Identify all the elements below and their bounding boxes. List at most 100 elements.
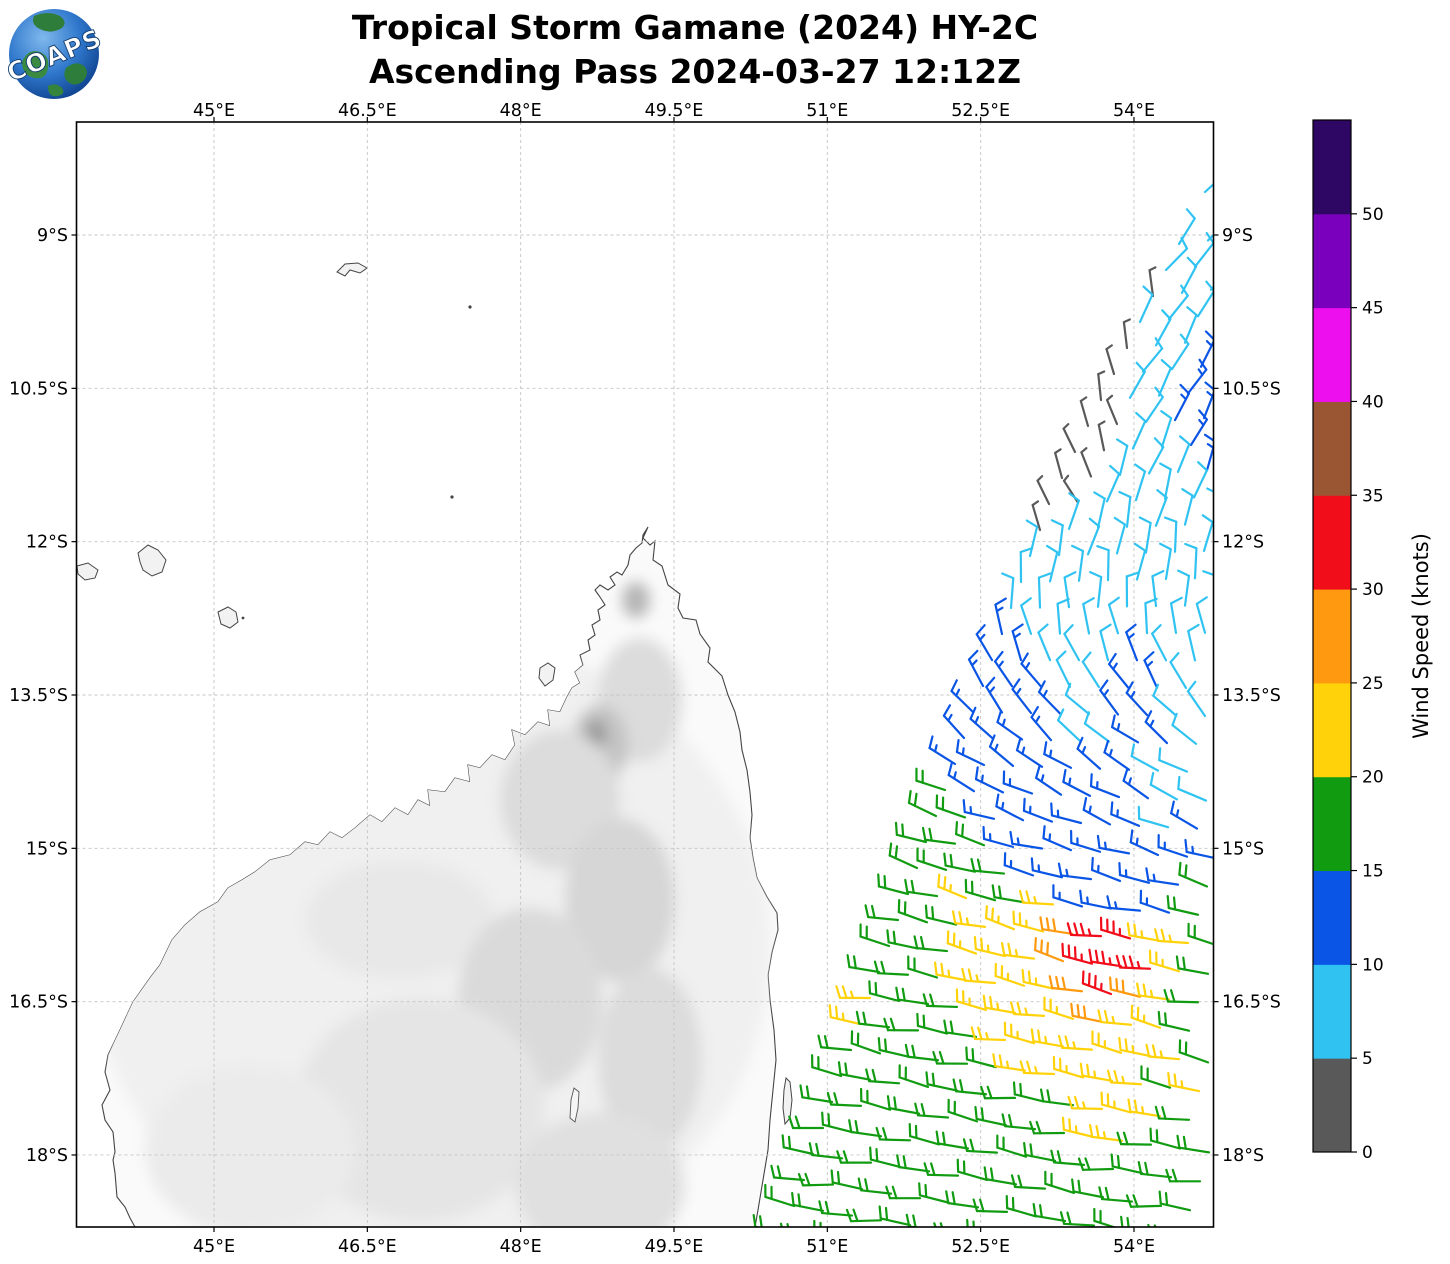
- barb-feather: [1127, 1098, 1132, 1113]
- barb-staff: [916, 947, 949, 953]
- wind-barb: [1165, 1168, 1202, 1183]
- barb-staff: [955, 1090, 988, 1096]
- barb-feather: [758, 1215, 763, 1227]
- barb-staff: [850, 1130, 883, 1138]
- wind-barb: [1147, 437, 1165, 475]
- wind-barb: [1044, 1170, 1076, 1195]
- barb-staff: [916, 1024, 949, 1035]
- barb-staff: [764, 1195, 796, 1208]
- barb-feather: [1135, 411, 1147, 423]
- wind-barb: [1122, 768, 1150, 800]
- colorbar-tick-label: 30: [1362, 580, 1384, 600]
- barb-staff: [935, 806, 967, 819]
- wind-barb: [1082, 597, 1095, 635]
- barb-feather: [1103, 689, 1110, 697]
- barb-staff: [942, 714, 966, 740]
- barb-staff: [1176, 442, 1191, 473]
- wind-barb: [921, 826, 957, 845]
- wind-barb: [1176, 1233, 1210, 1244]
- barb-feather: [1037, 572, 1052, 579]
- barb-feather: [1022, 1237, 1025, 1249]
- barb-staff: [975, 1117, 1008, 1127]
- barb-staff: [1022, 809, 1054, 823]
- lon-tick-label-top: 48°E: [500, 101, 542, 121]
- barb-feather: [1034, 715, 1041, 724]
- wind-barb: [1039, 1088, 1075, 1107]
- wind-barb: [961, 967, 997, 985]
- barb-feather: [1073, 946, 1077, 961]
- wind-barb: [788, 1115, 825, 1130]
- barb-feather: [1094, 949, 1099, 964]
- barb-feather: [969, 805, 973, 815]
- barb-feather: [1159, 1050, 1164, 1059]
- barb-feather: [1223, 461, 1233, 468]
- wind-barb: [1002, 770, 1034, 795]
- barb-staff: [1083, 1254, 1113, 1259]
- barb-feather: [888, 842, 893, 857]
- barb-feather: [1057, 708, 1065, 722]
- barb-feather: [1064, 1035, 1070, 1050]
- barb-feather: [1034, 1066, 1039, 1075]
- barb-feather: [1129, 690, 1136, 699]
- wind-barb: [878, 1205, 912, 1227]
- barb-staff: [782, 1146, 815, 1156]
- barb-feather: [1176, 1134, 1181, 1149]
- wind-barb: [955, 738, 986, 767]
- barb-staff: [1129, 1110, 1162, 1118]
- barb-staff: [1020, 604, 1033, 635]
- barb-feather: [1152, 683, 1160, 697]
- barb-staff: [1093, 1219, 1118, 1227]
- barb-staff: [1178, 1051, 1210, 1064]
- barb-feather: [1087, 972, 1091, 987]
- colorbar-border: [1312, 119, 1352, 1153]
- wind-barb: [835, 985, 872, 1000]
- barb-staff: [1183, 574, 1191, 607]
- barb-feather: [1022, 1259, 1023, 1264]
- barb-staff: [1118, 966, 1152, 970]
- barb-feather: [896, 1247, 900, 1258]
- barb-staff: [1101, 1197, 1134, 1203]
- barb-staff: [1097, 423, 1106, 452]
- wind-barb: [1140, 1065, 1172, 1089]
- barb-staff: [1109, 906, 1142, 912]
- barb-staff: [1170, 812, 1199, 830]
- wind-barb: [1133, 542, 1147, 581]
- wind-barb: [1186, 358, 1208, 395]
- barb-staff: [1062, 780, 1092, 797]
- lon-tick-label-top: 52.5°E: [951, 101, 1010, 121]
- barb-feather: [1019, 547, 1034, 554]
- wind-barb: [1189, 409, 1208, 447]
- wind-barb: [1154, 1105, 1191, 1121]
- lat-tick-label-right: 10.5°S: [1222, 379, 1281, 399]
- wind-barb: [969, 706, 995, 740]
- barb-staff: [1186, 368, 1208, 395]
- barb-feather: [1163, 988, 1170, 1003]
- wind-barb: [1023, 1141, 1057, 1162]
- barb-feather: [1105, 344, 1113, 351]
- title-line-1: Tropical Storm Gamane (2024) HY-2C: [351, 8, 1039, 47]
- wind-barb: [1144, 386, 1164, 424]
- barb-feather: [919, 935, 925, 950]
- lat-tick-label-right: 16.5°S: [1222, 993, 1281, 1013]
- barb-feather: [986, 1085, 993, 1100]
- barb-staff: [1157, 1117, 1191, 1121]
- wind-barb: [1055, 1233, 1084, 1253]
- barb-feather: [1111, 714, 1116, 729]
- wind-barb: [1022, 797, 1054, 823]
- barb-feather: [1158, 1190, 1162, 1205]
- barb-staff: [1013, 1185, 1047, 1190]
- barb-feather: [970, 1026, 977, 1041]
- wind-barb: [1178, 1039, 1210, 1064]
- barb-staff: [996, 721, 1024, 741]
- wind-barb: [964, 878, 997, 902]
- barb-feather: [1097, 420, 1106, 426]
- wind-barb: [914, 1102, 950, 1119]
- barb-staff: [1069, 933, 1103, 938]
- barb-feather: [937, 873, 941, 888]
- barb-staff: [897, 998, 930, 1006]
- barb-staff: [1140, 1077, 1172, 1089]
- barb-feather: [1015, 737, 1022, 752]
- barb-staff: [1034, 949, 1065, 963]
- barb-feather: [1128, 955, 1135, 970]
- barb-staff: [1119, 1143, 1153, 1146]
